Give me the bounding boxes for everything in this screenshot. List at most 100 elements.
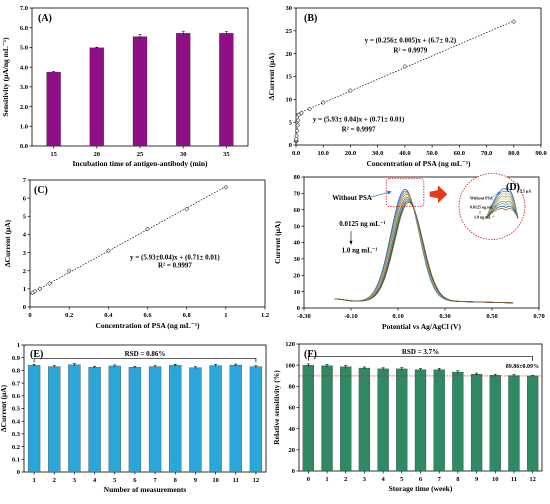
panel-d-ytick-label: 20: [294, 272, 301, 279]
panel-c-xtick-label: 0: [28, 312, 31, 319]
panel-e-xtick-label: 5: [113, 477, 117, 484]
panel-a-bar: [132, 36, 148, 147]
panel-f-xtick-label: 3: [363, 476, 367, 483]
panel-b-x-axis-label: Concentration of PSA (ng mL⁻¹): [366, 159, 471, 168]
panel-c-data-point: [32, 288, 38, 294]
panel-b-xtick-label: 0.0: [292, 150, 300, 157]
panel-a-bar: [89, 47, 104, 147]
panel-b-ytick-label: 15: [286, 74, 293, 81]
panel-d-inset-curve: [485, 198, 519, 219]
panel-b-data-point: [511, 19, 517, 25]
panel-d-inset-curve: [485, 208, 519, 219]
panel-f-xtick-label: 10: [492, 476, 499, 483]
panel-f-xtick-label: 4: [381, 476, 385, 483]
panel-f-bar: [508, 375, 520, 472]
panel-e-repeatability-bars: 00.10.20.30.40.50.60.70.80.911 2 3 4 5 6 7 8 9 10…: [0, 342, 267, 494]
panel-a-panel-label: (A): [38, 13, 52, 24]
panel-e-rsd-label: RSD = 0.86%: [125, 350, 166, 358]
panel-b-data-point: [320, 100, 326, 105]
panel-e-rsd-bracket: [33, 357, 257, 363]
panel-c-r2: R² = 0.9997: [158, 261, 192, 269]
panel-b-r2-low: R² = 0.9997: [342, 125, 376, 133]
panel-f-panel-label: (F): [304, 349, 317, 360]
panel-f-bar: [302, 365, 314, 472]
panel-a-ytick-label: 3.0: [20, 84, 28, 91]
panel-d-dpv-curves: 0 10 20 30 40 50 60 70 80 -0.30 -0.10 0.10 0.30 0.50 0…: [273, 173, 545, 331]
panel-e-x-axis-label: Number of measurements: [104, 485, 187, 494]
panel-b-y-axis-label: ΔCurrent (μA): [267, 52, 276, 100]
panel-b-r2-high: R² = 0.9979: [393, 46, 427, 54]
panel-d-ytick-label: 40: [294, 240, 301, 247]
panel-c-linear-range-plot: 0 1 2 3 4 5 6 7 0 0.2 0.4 0.6 0.8 1 1.2 y = (5.93±0.04)…: [3, 177, 269, 330]
panel-d-panel-label: (D): [506, 182, 520, 193]
panel-f-ytick-label: 120: [285, 341, 295, 348]
panel-e-xtick-label: 6: [133, 477, 137, 484]
panel-d-xtick-label: 0.50: [486, 313, 497, 320]
panel-e-bar: [148, 366, 162, 473]
panel-b-equation-high: y = (0.256± 0.005)x + (6.7± 0.2): [365, 36, 457, 44]
panel-b-ytick-label: 5: [289, 119, 293, 126]
panel-b-xtick-label: 60.0: [454, 150, 465, 157]
panel-b-calibration-plot: 0 5 10 15 20 25 30 0.0 10.0 20.0 30.0 40.0 50.0 60.0 7…: [267, 5, 547, 168]
panel-d-inset-curve: [485, 190, 519, 219]
panel-b-data-point: [402, 64, 408, 69]
panel-a-ytick-label: 6.0: [20, 25, 28, 32]
panel-c-ytick-label: 1: [23, 286, 26, 293]
panel-b-xtick-label: 50.0: [426, 150, 437, 157]
panel-d-inset-low-label: 0.0125 ng mL⁻¹: [470, 204, 497, 209]
panel-e-ytick-label: 0.3: [12, 431, 21, 438]
panel-c-ytick-label: 5: [23, 213, 27, 220]
panel-f-rsd-label: RSD = 3.7%: [402, 348, 439, 356]
panel-e-ytick-label: 0.7: [12, 380, 21, 387]
panel-e-ytick-label: 0.2: [12, 444, 20, 451]
panel-f-ytick-label: 100: [285, 362, 295, 369]
panel-f-bar: [527, 375, 539, 472]
panel-b-xtick-label: 80.0: [508, 150, 519, 157]
panel-c-panel-label: (C): [34, 185, 48, 196]
panel-d-xtick-label: -0.10: [344, 313, 358, 320]
panel-f-xtick-label: 11: [511, 476, 517, 483]
panel-e-xtick-label: 12: [253, 477, 260, 484]
panel-b-fit-line-high: [295, 20, 514, 115]
panel-e-bar: [249, 366, 263, 473]
panel-b-data-point: [307, 106, 313, 112]
panel-e-xtick-label: 9: [194, 477, 198, 484]
panel-a-ytick-label: 2.0: [20, 104, 28, 111]
panel-d-inset-curve: [485, 205, 519, 219]
panel-a-ytick-label: 1.0: [20, 123, 28, 130]
panel-f-xtick-label: 8: [456, 476, 460, 483]
panel-e-ytick-label: 0.1: [12, 457, 20, 464]
panel-b-data-point: [293, 136, 299, 142]
panel-e-bar: [169, 365, 182, 473]
panel-d-ytick-label: 70: [294, 191, 301, 198]
panel-e-ytick-label: 0.8: [12, 368, 21, 375]
panel-a-ytick-label: 4.0: [20, 64, 28, 71]
panel-c-fit-line: [29, 186, 227, 295]
panel-e-xtick-label: 4: [93, 477, 97, 484]
panel-b-data-point: [348, 88, 353, 94]
panel-c-data-point: [184, 206, 190, 212]
panel-b-xtick-label: 90.0: [535, 150, 546, 157]
panel-e-ytick-label: 0.9: [12, 355, 21, 362]
panel-c-data-point: [37, 286, 43, 292]
panel-e-bar: [27, 365, 41, 473]
panel-a-bar: [46, 71, 61, 147]
panel-c-ytick-label: 3: [23, 250, 27, 257]
panel-f-bar: [321, 365, 333, 472]
panel-e-ytick-label: 0.6: [12, 393, 21, 400]
panel-d-xtick-label: 0.70: [533, 313, 544, 320]
panel-f-final-value-label: 89.86±0.09%: [506, 364, 539, 370]
panel-e-ytick-label: 0: [17, 469, 20, 476]
panel-b-xtick-label: 70.0: [481, 150, 492, 157]
panel-c-data-point: [66, 268, 72, 274]
panel-a-ytick-label: 5.0: [20, 45, 28, 52]
panel-f-ytick-label: 80: [289, 384, 296, 391]
panel-a-ytick-label: 0.0: [20, 143, 28, 150]
panel-b-ytick-label: 20: [286, 51, 293, 58]
panel-c-ytick-label: 7: [23, 177, 27, 184]
panel-d-inset-high-label: 1.0 ng mL⁻¹: [474, 214, 495, 219]
panel-b-ytick-label: 0: [289, 142, 292, 149]
panel-a-xtick-label: 30: [180, 151, 187, 158]
